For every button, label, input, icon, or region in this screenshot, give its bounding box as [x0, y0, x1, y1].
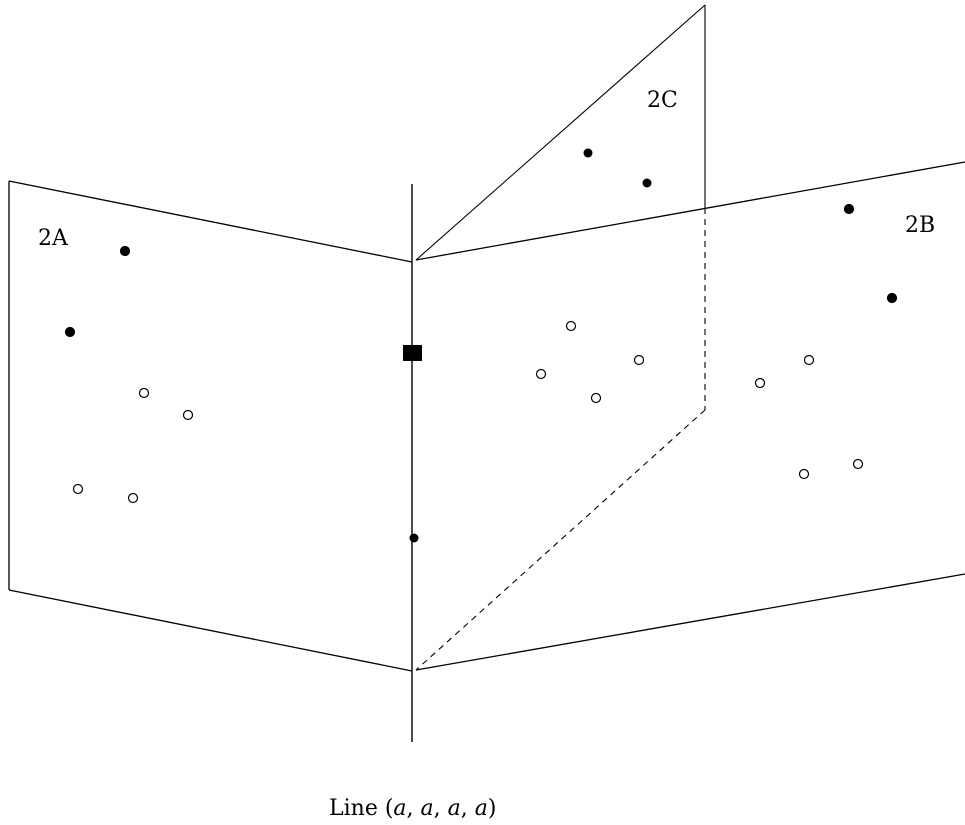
caption-var-4: a [475, 796, 488, 821]
open-point [138, 387, 150, 399]
plane-2a-bottom-edge [8, 589, 413, 672]
plane-2a-points [64, 245, 194, 504]
filled-point [409, 533, 419, 543]
caption-var-3: a [448, 796, 461, 821]
plane-2c-diagonal-edge [415, 4, 706, 261]
open-point [798, 468, 810, 480]
filled-point [642, 178, 652, 188]
plane-2b-points [535, 203, 898, 480]
plane-2c [415, 4, 706, 671]
plane-2c-points [583, 148, 652, 188]
plane-2b-top-edge [415, 161, 965, 261]
central-line-points [403, 345, 422, 543]
caption-close: ) [488, 796, 497, 821]
caption-sep-3: , [461, 796, 475, 821]
caption-sep-1: , [407, 796, 421, 821]
plane-2a-top-edge [8, 180, 413, 263]
caption-open: ( [385, 796, 394, 821]
filled-point [843, 203, 855, 215]
open-point [72, 483, 84, 495]
plane-2a [8, 180, 413, 672]
open-point [535, 368, 547, 380]
plane-2b-bottom-edge [415, 573, 965, 671]
caption-var-1: a [393, 796, 406, 821]
open-point [590, 392, 602, 404]
open-point [803, 354, 815, 366]
plane-2c-label: 2C [647, 88, 678, 113]
open-point [565, 320, 577, 332]
open-point [852, 458, 864, 470]
filled-point [583, 148, 593, 158]
plane-2b-label: 2B [905, 213, 935, 238]
caption-prefix: Line [329, 796, 385, 821]
filled-point [119, 245, 131, 257]
plane-2b [415, 161, 965, 671]
open-point [127, 492, 139, 504]
open-point [182, 409, 194, 421]
filled-point [64, 326, 76, 338]
square-point [403, 345, 422, 361]
open-point [754, 377, 766, 389]
plane-2a-label: 2A [38, 226, 69, 251]
line-caption: Line (a, a, a, a) [329, 796, 497, 821]
filled-point [886, 292, 898, 304]
caption-var-2: a [421, 796, 434, 821]
plane-2c-hidden-diagonal-edge [415, 409, 706, 671]
caption-sep-2: , [434, 796, 448, 821]
open-point [633, 354, 645, 366]
